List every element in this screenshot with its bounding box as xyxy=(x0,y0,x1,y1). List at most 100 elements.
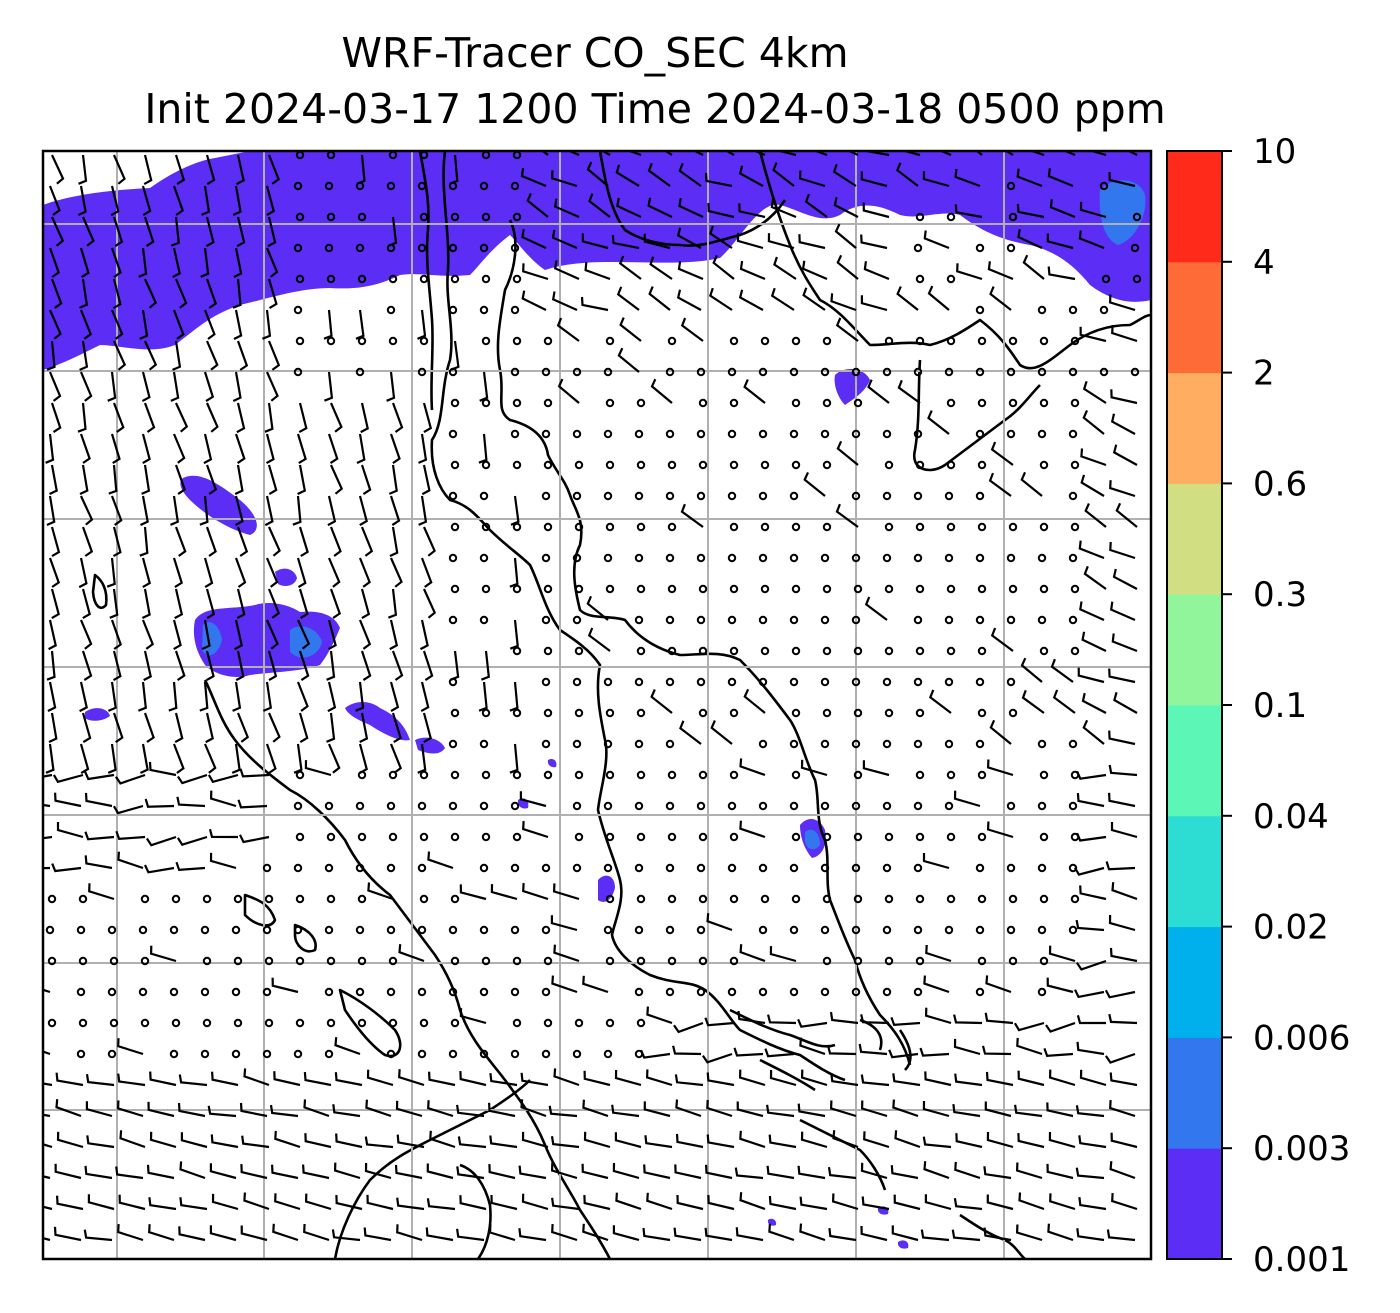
calm-wind-marker xyxy=(1039,460,1049,470)
calm-wind-marker xyxy=(605,584,615,594)
wind-barb xyxy=(144,864,175,874)
calm-wind-marker xyxy=(231,987,241,997)
calm-wind-marker xyxy=(1006,367,1016,377)
calm-wind-marker xyxy=(512,460,522,470)
calm-wind-marker xyxy=(541,429,551,439)
wind-barb xyxy=(81,712,92,744)
wind-barb xyxy=(360,588,371,620)
calm-wind-marker xyxy=(791,708,801,718)
calm-wind-marker xyxy=(884,708,894,718)
calm-wind-marker xyxy=(760,460,770,470)
wind-barb xyxy=(326,650,336,681)
colorbar-band xyxy=(1167,705,1222,817)
wind-barb xyxy=(922,853,950,870)
wind-barb xyxy=(704,172,733,188)
calm-wind-marker xyxy=(727,367,737,377)
tracer-contour-patch xyxy=(180,475,257,535)
map-frame xyxy=(41,149,1153,1261)
wind-barb xyxy=(419,619,429,651)
wind-barb xyxy=(863,1131,890,1149)
wind-barb xyxy=(619,317,642,342)
calm-wind-marker xyxy=(913,553,923,563)
wind-barb xyxy=(860,1162,888,1180)
calm-wind-marker xyxy=(729,708,739,718)
wind-barb xyxy=(586,161,609,187)
wind-barb xyxy=(770,287,795,311)
wind-barb xyxy=(81,650,93,682)
wind-barb xyxy=(706,1072,735,1087)
wind-barb xyxy=(112,804,144,815)
wind-barb xyxy=(303,1099,330,1118)
calm-wind-marker xyxy=(386,987,396,997)
wind-barb xyxy=(232,185,242,216)
wind-barb xyxy=(588,193,611,218)
wind-barb xyxy=(271,1164,299,1180)
wind-barb xyxy=(990,441,1014,466)
calm-wind-marker xyxy=(512,770,522,780)
wind-barb xyxy=(332,1104,361,1118)
wind-barb xyxy=(417,743,427,774)
wind-barb xyxy=(551,975,578,994)
wind-barb xyxy=(836,254,859,280)
wind-barb xyxy=(550,1162,578,1180)
wind-barb xyxy=(952,1103,981,1118)
calm-wind-marker xyxy=(479,305,489,315)
calm-wind-marker xyxy=(324,801,334,811)
calm-wind-marker xyxy=(944,739,954,749)
wind-barb xyxy=(232,681,242,712)
wind-barb xyxy=(304,760,332,777)
wind-barb xyxy=(488,1224,516,1242)
calm-wind-marker xyxy=(634,677,644,687)
calm-wind-marker xyxy=(510,305,520,315)
wind-barb xyxy=(798,234,826,250)
calm-wind-marker xyxy=(727,615,737,625)
wind-barb xyxy=(835,317,859,342)
wind-barb xyxy=(923,230,950,250)
wind-barb xyxy=(236,526,249,557)
wind-barb xyxy=(265,433,275,465)
calm-wind-marker xyxy=(913,615,923,625)
calm-wind-marker xyxy=(541,553,551,563)
wind-barb xyxy=(422,402,433,434)
calm-wind-marker xyxy=(729,956,739,966)
wind-barb xyxy=(829,1011,859,1025)
calm-wind-marker xyxy=(1130,243,1140,253)
calm-wind-marker xyxy=(295,212,305,222)
wind-barb xyxy=(1108,1013,1138,1025)
wind-barb xyxy=(172,619,182,651)
calm-wind-marker xyxy=(541,987,551,997)
calm-wind-marker xyxy=(1068,615,1078,625)
wind-barb xyxy=(986,1194,1014,1211)
calm-wind-marker xyxy=(975,987,985,997)
calm-wind-marker xyxy=(1039,956,1049,966)
calm-wind-marker xyxy=(789,863,799,873)
wind-barb xyxy=(205,340,219,371)
calm-wind-marker xyxy=(1039,522,1049,532)
calm-wind-marker xyxy=(946,336,956,346)
coastline-eastern-lower xyxy=(912,359,1041,472)
wind-barb xyxy=(1046,233,1074,250)
wind-barb xyxy=(985,1071,1014,1087)
calm-wind-marker xyxy=(200,987,210,997)
wind-barb xyxy=(1080,448,1107,467)
calm-wind-marker xyxy=(262,987,272,997)
map-background xyxy=(43,151,1151,1259)
wind-barb xyxy=(148,1197,177,1211)
calm-wind-marker xyxy=(386,181,396,191)
calm-wind-marker xyxy=(882,677,892,687)
wind-barb xyxy=(645,1069,673,1087)
wind-barb xyxy=(329,526,342,557)
calm-wind-marker xyxy=(355,367,365,377)
wind-barb xyxy=(922,171,950,188)
wind-barb xyxy=(112,278,122,310)
calm-wind-marker xyxy=(1039,894,1049,904)
calm-wind-marker xyxy=(107,925,117,935)
calm-wind-marker xyxy=(479,553,489,563)
wind-barb xyxy=(490,884,518,901)
colorbar-band xyxy=(1167,483,1222,595)
wind-barb xyxy=(304,1193,332,1211)
calm-wind-marker xyxy=(760,894,770,904)
calm-wind-marker xyxy=(851,615,861,625)
wind-barb xyxy=(1112,568,1138,590)
colorbar-ticks: 0.001 0.003 0.006 0.02 0.04 0.1 0.3 0.6 2 4 10 xyxy=(1222,132,1350,1280)
